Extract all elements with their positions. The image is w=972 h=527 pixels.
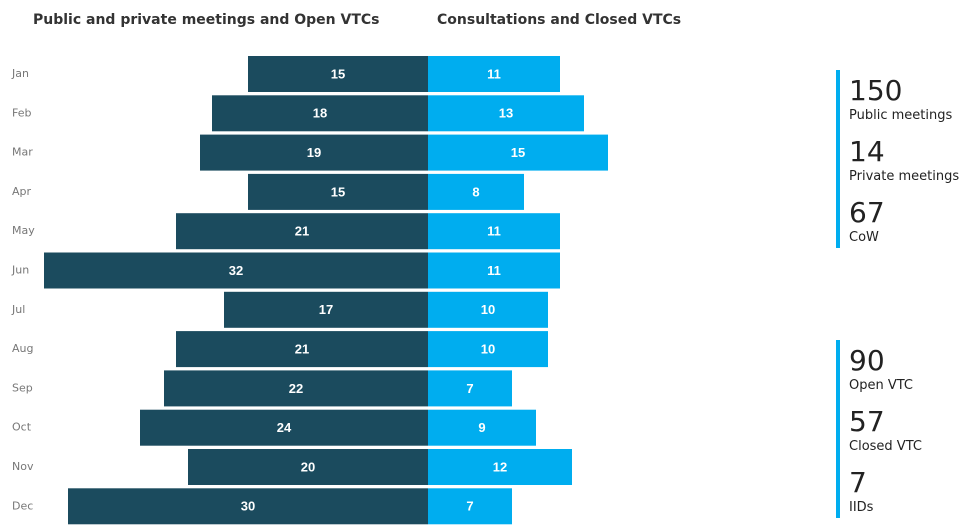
bar xyxy=(428,409,536,446)
value-label: 20 xyxy=(301,459,315,474)
stat-label: Closed VTC xyxy=(849,439,922,454)
value-label: 12 xyxy=(493,459,507,474)
month-label: Dec xyxy=(12,499,33,512)
bar xyxy=(248,56,428,92)
bar xyxy=(428,291,548,328)
value-label: 8 xyxy=(472,184,479,199)
month-label: May xyxy=(12,224,35,237)
bar xyxy=(140,409,428,446)
left-title: Public and private meetings and Open VTC… xyxy=(33,12,380,28)
value-label: 15 xyxy=(511,145,525,160)
value-label: 24 xyxy=(277,420,292,435)
stat-value: 7 xyxy=(849,466,867,499)
bar xyxy=(428,56,560,92)
bar xyxy=(428,213,560,250)
value-label: 15 xyxy=(331,66,345,81)
bar xyxy=(248,173,428,210)
value-label: 17 xyxy=(319,302,333,317)
stat-label: Public meetings xyxy=(849,108,952,123)
stat-bar xyxy=(836,340,840,518)
bar xyxy=(224,291,428,328)
value-label: 30 xyxy=(241,499,255,514)
bar xyxy=(176,213,428,250)
value-label: 21 xyxy=(295,342,309,357)
stat-label: Private meetings xyxy=(849,169,959,184)
month-label: Mar xyxy=(12,146,33,159)
value-label: 10 xyxy=(481,342,495,357)
stat-value: 90 xyxy=(849,344,885,377)
stat-label: IIDs xyxy=(849,500,874,515)
bar xyxy=(428,95,584,132)
stat-label: CoW xyxy=(849,230,879,245)
value-label: 7 xyxy=(466,381,473,396)
bar xyxy=(428,488,512,525)
value-label: 11 xyxy=(487,66,501,81)
value-label: 19 xyxy=(307,145,321,160)
bar xyxy=(428,370,512,407)
bar xyxy=(188,449,428,485)
bar xyxy=(176,331,428,368)
bar xyxy=(200,134,428,171)
value-label: 11 xyxy=(487,224,501,239)
month-label: Jan xyxy=(11,67,29,80)
value-label: 11 xyxy=(487,263,501,278)
value-label: 7 xyxy=(466,499,473,514)
bar xyxy=(428,134,608,171)
bar xyxy=(428,173,524,210)
bar xyxy=(212,95,428,132)
bar xyxy=(44,252,428,289)
value-label: 9 xyxy=(478,420,485,435)
month-label: Jun xyxy=(11,264,29,277)
value-label: 32 xyxy=(229,263,243,278)
bar xyxy=(428,252,560,289)
value-label: 10 xyxy=(481,302,495,317)
month-label: Apr xyxy=(12,185,32,198)
stat-value: 150 xyxy=(849,74,902,107)
bar xyxy=(68,488,428,525)
stat-value: 57 xyxy=(849,405,885,438)
value-label: 22 xyxy=(289,381,303,396)
value-label: 21 xyxy=(295,224,309,239)
value-label: 18 xyxy=(313,106,327,121)
month-label: Jul xyxy=(11,303,25,316)
stat-value: 14 xyxy=(849,135,885,168)
month-label: Feb xyxy=(12,106,31,119)
value-label: 13 xyxy=(499,106,513,121)
month-label: Oct xyxy=(12,421,32,434)
month-label: Aug xyxy=(12,342,33,355)
stat-value: 67 xyxy=(849,196,885,229)
bar xyxy=(428,331,548,368)
stat-bar xyxy=(836,70,840,248)
value-label: 15 xyxy=(331,184,345,199)
bar xyxy=(164,370,428,407)
bar xyxy=(428,449,572,485)
right-title: Consultations and Closed VTCs xyxy=(437,12,681,28)
month-label: Sep xyxy=(12,381,33,394)
stat-label: Open VTC xyxy=(849,378,913,393)
month-label: Nov xyxy=(12,460,34,473)
